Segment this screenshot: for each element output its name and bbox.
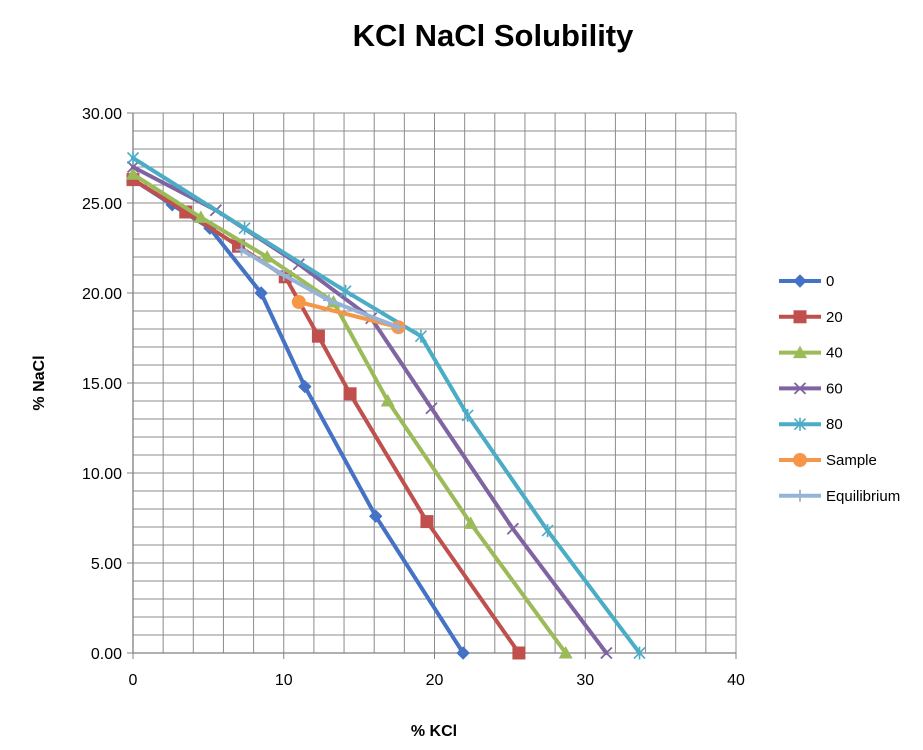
legend-label: Equilibrium bbox=[826, 488, 900, 505]
data-point bbox=[633, 646, 646, 660]
data-point bbox=[235, 243, 248, 256]
legend: 0 20 40 60 80 Sample Equilibrium bbox=[779, 273, 900, 505]
data-point bbox=[392, 321, 405, 334]
x-tick-label: 0 bbox=[129, 672, 138, 689]
series-line bbox=[296, 300, 401, 330]
data-point bbox=[541, 524, 554, 538]
series-0 bbox=[126, 172, 470, 660]
legend-item: 60 bbox=[779, 380, 843, 397]
data-point bbox=[368, 509, 383, 523]
data-point bbox=[126, 151, 140, 165]
data-point bbox=[339, 284, 352, 298]
legend-marker bbox=[793, 274, 807, 288]
chart-title: KCl NaCl Solubility bbox=[353, 18, 635, 53]
legend-label: 60 bbox=[826, 380, 843, 397]
data-point bbox=[291, 295, 306, 309]
legend-marker bbox=[793, 382, 807, 395]
data-point bbox=[461, 408, 474, 422]
legend-item: 40 bbox=[779, 345, 843, 362]
data-point bbox=[343, 387, 357, 401]
data-point bbox=[298, 379, 312, 394]
data-point bbox=[558, 646, 573, 659]
grid bbox=[132, 112, 737, 654]
y-tick-label: 25.00 bbox=[82, 196, 122, 213]
legend-item: Sample bbox=[779, 452, 877, 469]
series-line bbox=[239, 247, 401, 330]
data-point bbox=[311, 329, 325, 343]
legend-label: 20 bbox=[826, 309, 843, 326]
data-point bbox=[260, 250, 275, 263]
data-point bbox=[456, 646, 470, 660]
y-tick-label: 20.00 bbox=[82, 286, 122, 303]
data-point bbox=[600, 646, 613, 660]
x-tick-label: 10 bbox=[275, 672, 293, 689]
data-point bbox=[126, 167, 140, 180]
legend-marker bbox=[794, 489, 806, 502]
y-tick-label: 30.00 bbox=[82, 106, 122, 123]
legend-label: 80 bbox=[826, 416, 843, 433]
y-tick-label: 10.00 bbox=[82, 466, 122, 483]
legend-label: 0 bbox=[826, 273, 834, 290]
data-point bbox=[322, 294, 335, 307]
data-point bbox=[238, 221, 251, 235]
legend-marker bbox=[793, 417, 807, 431]
series-60 bbox=[126, 160, 613, 660]
data-point bbox=[463, 516, 478, 529]
y-tick-label: 0.00 bbox=[91, 646, 122, 663]
x-tick-label: 20 bbox=[426, 672, 444, 689]
data-point bbox=[126, 160, 140, 174]
x-tick-label: 40 bbox=[727, 672, 745, 689]
data-point bbox=[414, 329, 427, 343]
legend-marker bbox=[793, 453, 807, 467]
series-line bbox=[131, 165, 609, 655]
y-tick-label: 15.00 bbox=[82, 376, 122, 393]
data-point bbox=[277, 269, 290, 281]
data-point bbox=[380, 394, 395, 407]
legend-label: 40 bbox=[826, 345, 843, 362]
data-point bbox=[420, 515, 434, 529]
x-axis-label: % KCl bbox=[411, 723, 457, 740]
series-line bbox=[131, 177, 521, 655]
legend-label: Sample bbox=[826, 452, 877, 469]
series-80 bbox=[126, 151, 646, 660]
y-axis-label: % NaCl bbox=[31, 355, 48, 410]
data-point bbox=[193, 210, 208, 223]
legend-item: 0 bbox=[779, 273, 834, 290]
x-tick-label: 30 bbox=[576, 672, 594, 689]
data-point bbox=[425, 402, 438, 415]
series-line bbox=[131, 177, 466, 655]
legend-marker bbox=[793, 310, 807, 324]
data-point bbox=[506, 522, 520, 535]
y-tick-label: 5.00 bbox=[91, 556, 122, 573]
legend-marker bbox=[793, 345, 807, 359]
legend-item: Equilibrium bbox=[779, 488, 900, 505]
legend-item: 20 bbox=[779, 309, 843, 326]
plot-area bbox=[126, 151, 646, 660]
data-point bbox=[512, 646, 526, 660]
series-equilibrium bbox=[235, 243, 405, 334]
axes: 0 10 20 30 40 0.00 5.00 10.00 15.00 20.00 25.00 30.… bbox=[82, 106, 745, 689]
legend-item: 80 bbox=[779, 416, 843, 433]
series-20 bbox=[126, 173, 526, 660]
data-point bbox=[254, 286, 268, 300]
